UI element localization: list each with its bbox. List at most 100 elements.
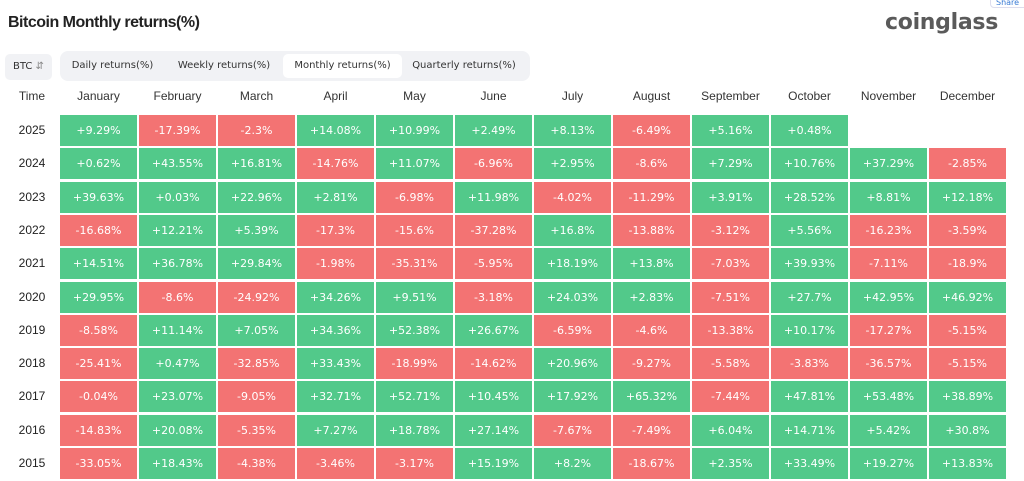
return-cell: +33.49% <box>771 448 848 479</box>
return-cell: -18.9% <box>929 248 1006 280</box>
year-label: 2019 <box>18 322 46 337</box>
return-cell: -4.02% <box>534 181 611 213</box>
return-cell: +12.21% <box>139 214 216 246</box>
tab-monthly[interactable]: Monthly returns(%) <box>283 54 402 78</box>
return-cell: +8.13% <box>534 115 611 146</box>
return-cell: +5.56% <box>771 214 848 246</box>
return-cell: -0.04% <box>60 381 137 413</box>
return-cell: +13.83% <box>929 448 1006 479</box>
return-cell: -5.15% <box>929 348 1006 380</box>
return-cell: +2.35% <box>692 448 769 479</box>
return-cell: +14.08% <box>297 115 374 146</box>
return-cell: +3.91% <box>692 181 769 213</box>
return-cell: +27.14% <box>455 414 532 446</box>
return-cell: -5.15% <box>929 314 1006 346</box>
return-cell: +7.29% <box>692 148 769 180</box>
month-header: April <box>323 89 348 103</box>
return-cell: +24.03% <box>534 281 611 313</box>
month-header: May <box>403 89 426 103</box>
return-cell: -9.27% <box>613 348 690 380</box>
returns-tabs: Daily returns(%) Weekly returns(%) Month… <box>60 51 530 81</box>
return-cell: +16.8% <box>534 214 611 246</box>
return-cell: -11.29% <box>613 181 690 213</box>
month-header: December <box>939 89 996 103</box>
return-cell: +47.81% <box>771 381 848 413</box>
year-label: 2023 <box>18 189 46 204</box>
return-cell: +0.48% <box>771 115 848 146</box>
return-cell: +39.93% <box>771 248 848 280</box>
return-cell: +9.51% <box>376 281 453 313</box>
return-cell: +9.29% <box>60 115 137 146</box>
coinglass-logo: coinglass <box>885 10 998 35</box>
month-header: June <box>480 89 507 103</box>
return-cell: -17.3% <box>297 214 374 246</box>
return-cell: +20.96% <box>534 348 611 380</box>
return-cell: -6.96% <box>455 148 532 180</box>
return-cell: +20.08% <box>139 414 216 446</box>
return-cell: -3.83% <box>771 348 848 380</box>
return-cell: +18.78% <box>376 414 453 446</box>
return-cell: -3.12% <box>692 214 769 246</box>
return-cell: +10.99% <box>376 115 453 146</box>
return-cell: -17.39% <box>139 115 216 146</box>
return-cell: +27.7% <box>771 281 848 313</box>
return-cell: +36.78% <box>139 248 216 280</box>
return-cell: +19.27% <box>850 448 927 479</box>
return-cell: -3.18% <box>455 281 532 313</box>
year-label: 2022 <box>18 222 46 237</box>
return-cell: -6.98% <box>376 181 453 213</box>
return-cell: +8.2% <box>534 448 611 479</box>
return-cell: -3.17% <box>376 448 453 479</box>
return-cell: +38.89% <box>929 381 1006 413</box>
return-cell: +37.29% <box>850 148 927 180</box>
tab-daily[interactable]: Daily returns(%) <box>71 60 154 71</box>
asset-select[interactable]: BTC ⇵ <box>5 54 52 80</box>
return-cell: +18.19% <box>534 248 611 280</box>
return-cell: +0.03% <box>139 181 216 213</box>
return-cell: -14.62% <box>455 348 532 380</box>
return-cell: +28.52% <box>771 181 848 213</box>
return-cell: -14.83% <box>60 414 137 446</box>
return-cell: +7.27% <box>297 414 374 446</box>
return-cell: -5.35% <box>218 414 295 446</box>
return-cell: -6.49% <box>613 115 690 146</box>
return-cell: -5.95% <box>455 248 532 280</box>
return-cell: +30.8% <box>929 414 1006 446</box>
return-cell: +34.36% <box>297 314 374 346</box>
year-label: 2024 <box>18 156 46 171</box>
return-cell: -16.68% <box>60 214 137 246</box>
return-cell: +8.81% <box>850 181 927 213</box>
month-header: October <box>788 89 831 103</box>
return-cell: -13.38% <box>692 314 769 346</box>
return-cell: -8.6% <box>613 148 690 180</box>
return-cell: -14.76% <box>297 148 374 180</box>
return-cell: +2.83% <box>613 281 690 313</box>
return-cell: +0.47% <box>139 348 216 380</box>
month-header: February <box>153 89 202 103</box>
return-cell: +52.71% <box>376 381 453 413</box>
return-cell: +23.07% <box>139 381 216 413</box>
return-cell: -13.88% <box>613 214 690 246</box>
tab-weekly[interactable]: Weekly returns(%) <box>177 60 271 71</box>
return-cell: -2.85% <box>929 148 1006 180</box>
return-cell: -3.46% <box>297 448 374 479</box>
return-cell: -7.44% <box>692 381 769 413</box>
return-cell: +16.81% <box>218 148 295 180</box>
month-header: July <box>561 89 584 103</box>
return-cell: -5.58% <box>692 348 769 380</box>
return-cell: +10.76% <box>771 148 848 180</box>
share-button[interactable]: Share <box>990 0 1024 8</box>
year-label: 2017 <box>18 389 46 404</box>
return-cell: -7.03% <box>692 248 769 280</box>
return-cell: -7.49% <box>613 414 690 446</box>
return-cell: -7.67% <box>534 414 611 446</box>
return-cell: -1.98% <box>297 248 374 280</box>
return-cell: +34.26% <box>297 281 374 313</box>
return-cell: +14.51% <box>60 248 137 280</box>
return-cell: -33.05% <box>60 448 137 479</box>
tab-quarterly[interactable]: Quarterly returns(%) <box>412 60 516 71</box>
asset-select-value: BTC <box>13 61 33 72</box>
return-cell: -18.99% <box>376 348 453 380</box>
return-cell: +43.55% <box>139 148 216 180</box>
return-cell: -18.67% <box>613 448 690 479</box>
